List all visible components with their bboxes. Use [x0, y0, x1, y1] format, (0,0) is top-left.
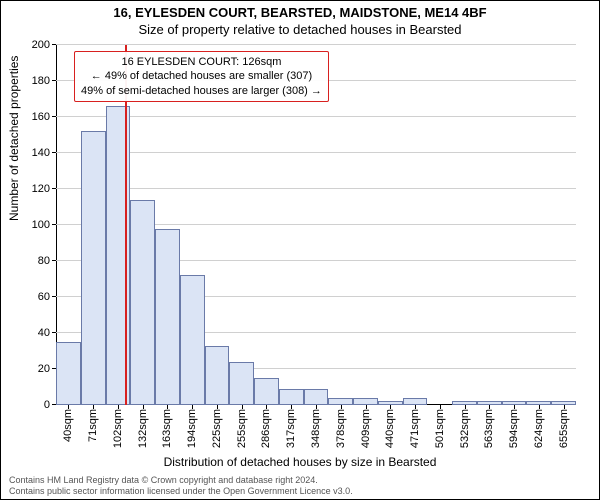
y-tick-mark [52, 188, 56, 189]
footer-line-2: Contains public sector information licen… [9, 486, 599, 497]
histogram-bar [229, 362, 254, 405]
x-tick-label: 594sqm [508, 409, 520, 448]
histogram-bar [81, 131, 106, 405]
grid-line [56, 116, 576, 117]
y-tick-label: 120 [32, 183, 50, 195]
y-tick-mark [52, 44, 56, 45]
histogram-bar [130, 200, 155, 405]
grid-line [56, 188, 576, 189]
histogram-bar [254, 378, 279, 405]
x-tick-label: 40sqm [62, 409, 74, 442]
histogram-bar [56, 342, 81, 405]
x-tick-label: 501sqm [434, 409, 446, 448]
histogram-bar [403, 398, 428, 405]
plot-area: 02040608010012014016018020040sqm71sqm102… [56, 45, 576, 405]
x-tick-label: 378sqm [335, 409, 347, 448]
chart-title-address: 16, EYLESDEN COURT, BEARSTED, MAIDSTONE,… [1, 5, 599, 20]
x-tick-label: 163sqm [161, 409, 173, 448]
y-tick-mark [52, 116, 56, 117]
y-tick-label: 100 [32, 219, 50, 231]
y-tick-mark [52, 296, 56, 297]
y-tick-mark [52, 332, 56, 333]
x-tick-label: 102sqm [112, 409, 124, 448]
y-tick-mark [52, 260, 56, 261]
y-tick-mark [52, 152, 56, 153]
chart-footer: Contains HM Land Registry data © Crown c… [1, 475, 599, 497]
y-tick-label: 200 [32, 39, 50, 51]
y-tick-label: 60 [38, 291, 50, 303]
y-tick-label: 40 [38, 327, 50, 339]
y-tick-label: 140 [32, 147, 50, 159]
y-tick-mark [52, 80, 56, 81]
histogram-bar [155, 229, 180, 405]
x-tick-label: 255sqm [236, 409, 248, 448]
x-tick-label: 655sqm [558, 409, 570, 448]
histogram-bar [279, 389, 304, 405]
histogram-bar [304, 389, 329, 405]
callout-line-3: 49% of semi-detached houses are larger (… [81, 84, 322, 98]
x-tick-label: 563sqm [483, 409, 495, 448]
histogram-bar [180, 275, 205, 405]
histogram-bar [353, 398, 378, 405]
callout-line-1: 16 EYLESDEN COURT: 126sqm [81, 55, 322, 69]
x-tick-label: 409sqm [360, 409, 372, 448]
x-tick-label: 132sqm [137, 409, 149, 448]
y-axis-label: Number of detached properties [7, 56, 21, 221]
x-tick-label: 532sqm [459, 409, 471, 448]
x-tick-label: 317sqm [285, 409, 297, 448]
grid-line [56, 152, 576, 153]
footer-line-1: Contains HM Land Registry data © Crown c… [9, 475, 599, 486]
x-tick-label: 225sqm [211, 409, 223, 448]
x-tick-label: 194sqm [186, 409, 198, 448]
y-tick-mark [52, 224, 56, 225]
x-tick-label: 624sqm [533, 409, 545, 448]
histogram-bar [328, 398, 353, 405]
histogram-bar [205, 346, 230, 405]
x-axis-label: Distribution of detached houses by size … [1, 455, 599, 469]
y-tick-label: 80 [38, 255, 50, 267]
x-tick-label: 440sqm [384, 409, 396, 448]
y-tick-label: 20 [38, 363, 50, 375]
chart-container: 16, EYLESDEN COURT, BEARSTED, MAIDSTONE,… [0, 0, 600, 500]
y-tick-label: 0 [44, 399, 50, 411]
callout-line-2: ← 49% of detached houses are smaller (30… [81, 69, 322, 83]
x-tick-label: 71sqm [87, 409, 99, 442]
x-tick-label: 348sqm [310, 409, 322, 448]
x-tick-label: 286sqm [260, 409, 272, 448]
y-tick-label: 160 [32, 111, 50, 123]
reference-callout: 16 EYLESDEN COURT: 126sqm← 49% of detach… [74, 51, 329, 102]
x-tick-label: 471sqm [409, 409, 421, 448]
y-tick-label: 180 [32, 75, 50, 87]
grid-line [56, 44, 576, 45]
chart-subtitle: Size of property relative to detached ho… [1, 22, 599, 37]
